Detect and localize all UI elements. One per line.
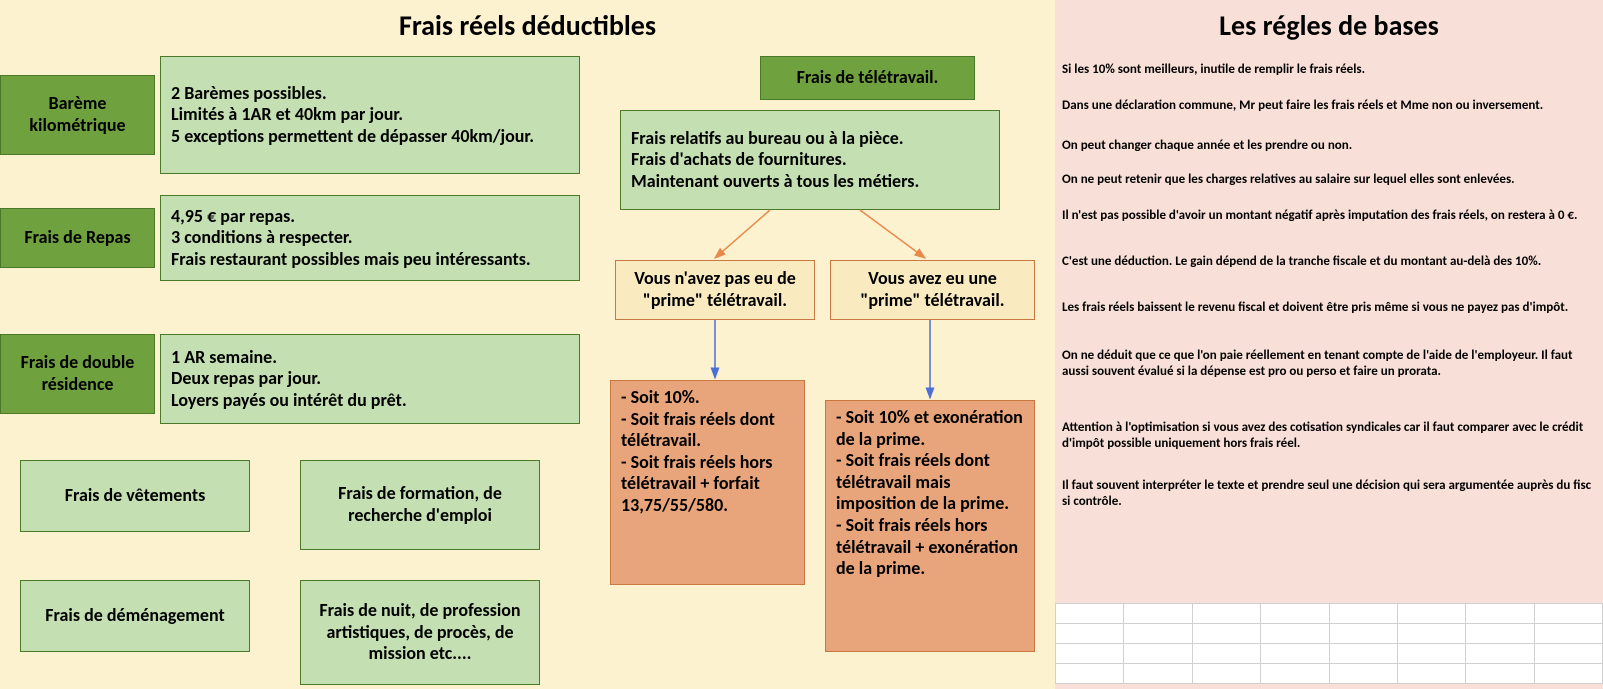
nuit-box: Frais de nuit, de profession artistiques…	[300, 580, 540, 685]
grid-cell	[1124, 624, 1192, 644]
grid-cell	[1397, 644, 1465, 664]
double-label: Frais de double résidence	[0, 334, 155, 414]
no-prime-box: Vous n'avez pas eu de "prime" télétravai…	[615, 260, 815, 320]
double-desc: 1 AR semaine. Deux repas par jour. Loyer…	[160, 334, 580, 424]
grid-cell	[1534, 604, 1602, 624]
grid-cell	[1124, 644, 1192, 664]
grid-cell	[1192, 664, 1260, 684]
no-prime-outcome: - Soit 10%. - Soit frais réels dont télé…	[610, 380, 805, 585]
repas-label: Frais de Repas	[0, 208, 155, 268]
yes-prime-box: Vous avez eu une "prime" télétravail.	[830, 260, 1035, 320]
grid-cell	[1397, 604, 1465, 624]
grid-cell	[1124, 604, 1192, 624]
teletravail-title: Frais de télétravail.	[760, 56, 975, 100]
yes-prime-outcome: - Soit 10% et exonération de la prime. -…	[825, 400, 1035, 652]
left-title: Frais réels déductibles	[0, 8, 1055, 43]
grid-cell	[1466, 644, 1534, 664]
rule-item: Il n'est pas possible d'avoir un montant…	[1062, 208, 1597, 224]
grid-cell	[1534, 644, 1602, 664]
demenagement-box: Frais de déménagement	[20, 580, 250, 652]
bareme-label: Barème kilométrique	[0, 75, 155, 155]
rule-item: Il faut souvent interpréter le texte et …	[1062, 478, 1597, 511]
rule-item: Les frais réels baissent le revenu fisca…	[1062, 300, 1597, 316]
grid-cell	[1261, 604, 1329, 624]
rule-item: Si les 10% sont meilleurs, inutile de re…	[1062, 62, 1597, 78]
rule-item: On peut changer chaque année et les pren…	[1062, 138, 1597, 154]
grid-cell	[1192, 644, 1260, 664]
grid-cell	[1261, 644, 1329, 664]
grid-cell	[1466, 624, 1534, 644]
grid-cell	[1056, 604, 1124, 624]
teletravail-desc: Frais relatifs au bureau ou à la pièce. …	[620, 110, 1000, 210]
rule-item: On ne déduit que ce que l'on paie réelle…	[1062, 348, 1597, 381]
grid-cell	[1397, 664, 1465, 684]
grid-cell	[1329, 664, 1397, 684]
rule-item: C'est une déduction. Le gain dépend de l…	[1062, 254, 1597, 270]
grid-cell	[1056, 624, 1124, 644]
grid-cell	[1397, 624, 1465, 644]
grid-cell	[1056, 664, 1124, 684]
grid-cell	[1192, 624, 1260, 644]
rule-item: Dans une déclaration commune, Mr peut fa…	[1062, 98, 1597, 114]
formation-box: Frais de formation, de recherche d'emplo…	[300, 460, 540, 550]
bareme-desc: 2 Barèmes possibles. Limités à 1AR et 40…	[160, 56, 580, 174]
blank-grid	[1055, 603, 1603, 684]
rule-item: Attention à l'optimisation si vous avez …	[1062, 420, 1597, 453]
grid-cell	[1056, 644, 1124, 664]
rule-item: On ne peut retenir que les charges relat…	[1062, 172, 1597, 188]
grid-cell	[1124, 664, 1192, 684]
grid-cell	[1534, 624, 1602, 644]
grid-cell	[1466, 604, 1534, 624]
repas-desc: 4,95 € par repas. 3 conditions à respect…	[160, 195, 580, 281]
grid-cell	[1192, 604, 1260, 624]
vetements-box: Frais de vêtements	[20, 460, 250, 532]
grid-cell	[1329, 604, 1397, 624]
right-title: Les régles de bases	[1055, 8, 1603, 43]
grid-cell	[1261, 624, 1329, 644]
grid-cell	[1534, 664, 1602, 684]
grid-cell	[1466, 664, 1534, 684]
grid-cell	[1329, 644, 1397, 664]
grid-cell	[1261, 664, 1329, 684]
grid-cell	[1329, 624, 1397, 644]
